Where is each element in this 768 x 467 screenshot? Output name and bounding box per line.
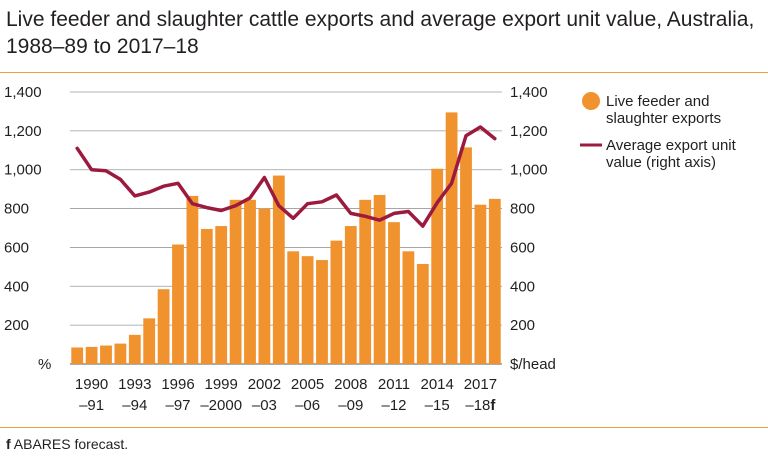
bar (474, 204, 487, 364)
bar (100, 345, 112, 364)
x-tick-label-span: –18f (465, 397, 496, 414)
bar (344, 226, 357, 364)
y-right-unit: $/head (510, 356, 556, 373)
y-left-tick-label: 1,200 (4, 123, 42, 140)
x-tick-label-year: 2002 (248, 376, 281, 393)
y-right-tick-label: 1,400 (510, 84, 548, 101)
bar (128, 334, 141, 364)
bar (272, 175, 285, 364)
x-tick-label-span: –94 (122, 397, 147, 414)
y-right-tick-label: 1,200 (510, 123, 548, 140)
bar (402, 251, 415, 364)
legend-line-label-line-1: Average export unit (606, 137, 737, 154)
y-left-tick-label: 600 (4, 239, 29, 256)
bar (157, 289, 170, 364)
bar (359, 199, 372, 364)
x-tick-label-span: –97 (165, 397, 190, 414)
x-tick-label-year: 2014 (421, 376, 454, 393)
bar-series (71, 112, 501, 365)
x-tick-label-span: –09 (338, 397, 363, 414)
unit-value-line (75, 125, 497, 228)
bar (186, 195, 199, 364)
x-tick-label-year: 1993 (118, 376, 151, 393)
bar (488, 198, 501, 364)
bar (431, 168, 444, 364)
y-right-tick-label: 1,000 (510, 162, 548, 179)
y-axis-left: 1,400 1,200 1,000 800 600 400 200% (4, 84, 51, 373)
footnote-marker: f (6, 436, 11, 452)
forecast-marker: f (490, 397, 496, 414)
x-tick-label-year: 2017 (464, 376, 497, 393)
y-left-tick-label: 400 (4, 278, 29, 295)
bar (416, 263, 429, 364)
bar (244, 199, 256, 364)
x-tick-label-year: 1996 (161, 376, 194, 393)
legend: Live feeder and slaughter exports Averag… (580, 92, 737, 171)
bottom-rule (0, 427, 768, 428)
y-left-unit: % (38, 356, 51, 373)
x-tick-label-span: –15 (425, 397, 450, 414)
bar (229, 199, 242, 364)
bar (301, 256, 314, 364)
bar (445, 112, 458, 365)
y-left-tick-label: 1,400 (4, 84, 42, 101)
bar (85, 346, 98, 364)
gridlines (70, 91, 502, 365)
y-left-tick-label: 1,000 (4, 162, 42, 179)
chart-title-line-1: Live feeder and slaughter cattle exports… (6, 8, 755, 31)
x-tick-label-span: –12 (381, 397, 406, 414)
bar (316, 260, 328, 364)
x-tick-label-span: –03 (252, 397, 277, 414)
bar (258, 208, 271, 364)
y-right-tick-label: 600 (510, 239, 535, 256)
bar (460, 147, 472, 364)
legend-line-label-line-2: value (right axis) (606, 154, 716, 171)
x-tick-label-year: 2008 (334, 376, 367, 393)
bar (143, 318, 156, 364)
chart-title: Live feeder and slaughter cattle exports… (6, 6, 762, 60)
bar (71, 347, 84, 364)
y-axis-right: 1,400 1,200 1,000 800 600 400 200 $/head (510, 84, 556, 373)
bar (287, 251, 300, 364)
bar (215, 226, 228, 364)
bar (330, 240, 343, 364)
y-right-tick-label: 200 (510, 317, 535, 334)
x-tick-label-year: 2011 (378, 376, 410, 393)
bar (172, 244, 184, 364)
y-left-tick-label: 800 (4, 201, 29, 218)
top-rule (0, 72, 768, 73)
bar (373, 194, 386, 364)
bar (388, 222, 400, 364)
x-tick-label-year: 1990 (75, 376, 108, 393)
legend-bar-label-line-1: Live feeder and (606, 93, 709, 110)
bar (200, 228, 213, 364)
legend-bar-swatch (582, 92, 600, 110)
footnote-text: ABARES forecast. (10, 436, 129, 452)
chart-title-line-2: 1988–89 to 2017–18 (6, 35, 199, 58)
x-axis: 1990 –91 1993 –94 1996 –97 1999 –2000 2002 –03 200… (75, 376, 497, 414)
line-series (75, 125, 497, 228)
y-right-tick-label: 400 (510, 278, 535, 295)
x-tick-label-span: –2000 (200, 397, 242, 414)
x-tick-label-year: 1999 (205, 376, 238, 393)
legend-bar-label-line-2: slaughter exports (606, 110, 721, 127)
bar (114, 343, 127, 364)
x-tick-label-span: –06 (295, 397, 320, 414)
x-tick-label-span: –91 (79, 397, 104, 414)
y-right-tick-label: 800 (510, 201, 535, 218)
x-tick-label-year: 2005 (291, 376, 324, 393)
y-left-tick-label: 200 (4, 317, 29, 334)
footnote: f ABARES forecast. (6, 436, 128, 452)
